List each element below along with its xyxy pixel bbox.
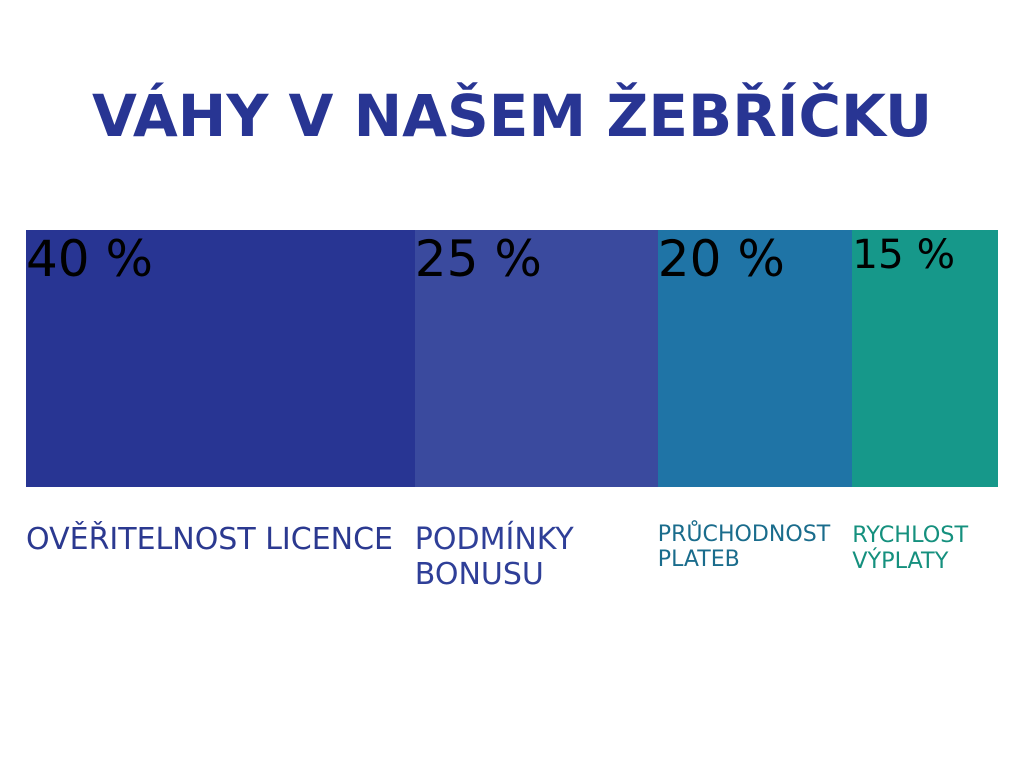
chart-title: VÁHY V NAŠEM ŽEBŘÍČKU xyxy=(91,82,933,150)
bar-segment: 25 % xyxy=(414,230,658,487)
value-label: 20 % xyxy=(657,230,785,288)
category-label: OVĚŘITELNOST LICENCE xyxy=(26,522,394,557)
value-label: 15 % xyxy=(852,230,956,278)
bar-segment: 40 % xyxy=(26,230,415,487)
bar-segment: 15 % xyxy=(852,230,998,487)
category-label: RYCHLOST VÝPLATY xyxy=(852,522,969,574)
category-labels: OVĚŘITELNOST LICENCE PODMÍNKY BONUSU PRŮCH… xyxy=(26,522,998,592)
bar-segment: 20 % xyxy=(657,230,853,487)
category-label: PODMÍNKY BONUSU xyxy=(414,522,574,592)
value-label: 25 % xyxy=(414,230,542,288)
stacked-bar: 40 % 25 % 20 % 15 % xyxy=(26,230,998,487)
value-label: 40 % xyxy=(26,230,154,288)
category-label: PRŮCHODNOST PLATEB xyxy=(657,522,831,572)
